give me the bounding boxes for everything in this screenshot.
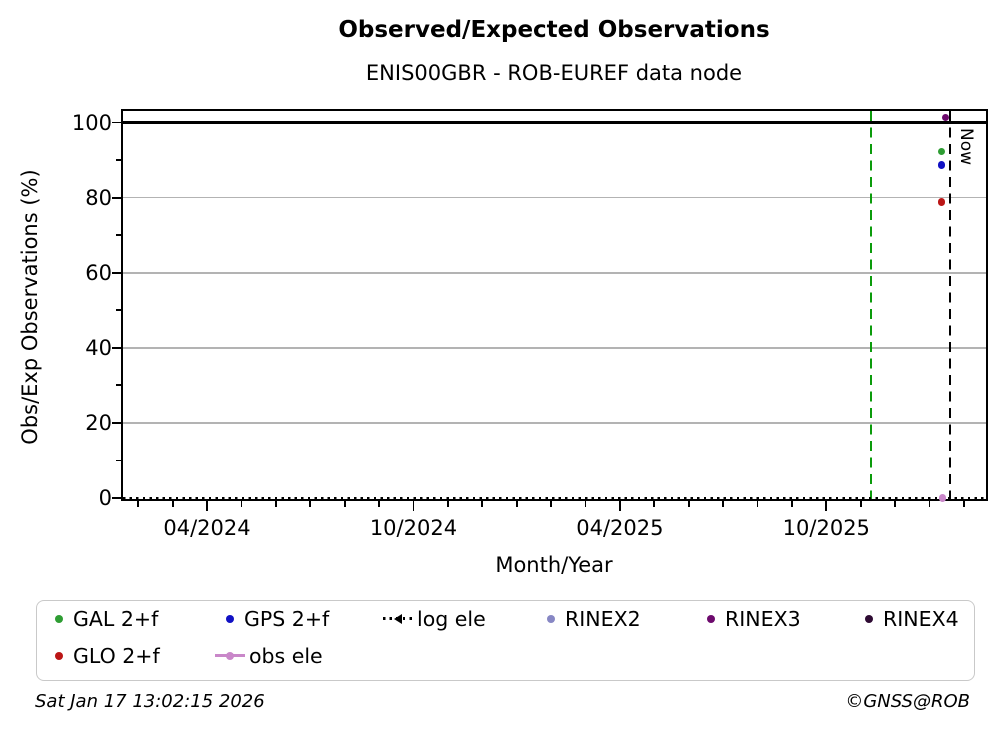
legend-item-gal-2-f: GAL 2+f (73, 606, 159, 631)
x-tick-major (206, 501, 208, 511)
legend-marker-dot-obs-ele (226, 651, 234, 660)
x-tick-minor (963, 501, 965, 507)
x-tick-minor (790, 501, 793, 507)
y-tick-major (112, 497, 121, 499)
x-tick-minor (378, 501, 380, 507)
legend-item-glo-2-f: GLO 2+f (73, 643, 160, 668)
legend-item-obs-ele: obs ele (249, 643, 323, 668)
y-axis-label: Obs/Exp Observations (%) (18, 169, 42, 445)
x-tick-minor (274, 501, 277, 507)
x-tick-minor (859, 501, 862, 507)
x-tick-label: 04/2025 (576, 516, 664, 540)
x-tick-minor (584, 501, 587, 507)
x-tick-major (825, 501, 828, 511)
legend-item-log-ele: log ele (417, 606, 486, 631)
x-tick-minor (481, 501, 484, 507)
x-tick-minor (550, 501, 552, 507)
x-tick-minor (928, 501, 931, 507)
x-tick-minor (722, 501, 724, 507)
footer-copyright: ©GNSS@ROB (845, 691, 970, 712)
legend-item-rinex4: RINEX4 (883, 606, 959, 631)
y-tick-label: 40 (85, 335, 112, 360)
y-tick-label: 0 (98, 485, 112, 510)
chart-subtitle: ENIS00GBR - ROB-EUREF data node (365, 61, 743, 85)
x-tick-minor (894, 501, 896, 507)
legend-marker-rinex3 (707, 614, 715, 623)
x-tick-minor (240, 501, 243, 507)
legend-marker-rinex2 (547, 614, 555, 623)
x-tick-minor (446, 501, 449, 507)
x-tick-minor (687, 501, 690, 507)
legend-item-rinex2: RINEX2 (565, 606, 641, 631)
x-tick-major (412, 501, 415, 511)
x-tick-minor (343, 501, 346, 507)
x-tick-minor (137, 501, 140, 507)
legend-item-gps-2-f: GPS 2+f (244, 606, 330, 631)
x-tick-label: 04/2024 (163, 516, 251, 540)
chart-title: Observed/Expected Observations (338, 17, 770, 43)
legend-marker-glo-2-f (55, 651, 63, 660)
x-tick-minor (515, 501, 518, 507)
y-tick-major (112, 346, 121, 349)
y-tick-label: 20 (85, 410, 112, 435)
x-axis-label: Month/Year (495, 553, 613, 577)
x-tick-label: 10/2024 (369, 516, 458, 540)
y-tick-major (112, 422, 121, 424)
x-tick-minor (309, 501, 312, 507)
y-tick-label: 80 (85, 185, 112, 210)
y-tick-major (112, 196, 121, 199)
y-tick-major (112, 271, 121, 274)
legend: GAL 2+f GPS 2+f log ele RINEX2 RINEX3 RINEX4 G… (36, 600, 975, 681)
legend-marker-rinex4 (865, 614, 873, 623)
x-tick-major (618, 501, 621, 511)
plot-area (121, 109, 988, 501)
legend-item-rinex3: RINEX3 (725, 606, 801, 631)
legend-marker-arrow-log-ele (394, 613, 402, 624)
legend-marker-gps-2-f (226, 614, 234, 623)
y-tick-major (112, 121, 121, 124)
y-tick-label: 60 (85, 260, 112, 285)
y-tick-label: 100 (71, 110, 112, 135)
x-tick-minor (756, 501, 759, 507)
x-tick-minor (171, 501, 174, 507)
legend-marker-gal-2-f (55, 614, 63, 623)
x-tick-minor (653, 501, 656, 507)
x-tick-label: 10/2025 (782, 516, 870, 540)
footer-timestamp: Sat Jan 17 13:02:15 2026 (35, 691, 265, 712)
